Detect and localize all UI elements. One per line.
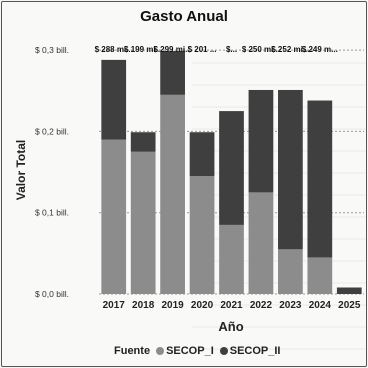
- data-label-2020: $ 201 ...: [188, 45, 217, 54]
- x-tick-label-2022: 2022: [250, 300, 273, 311]
- bar-secop-ii-2024[interactable]: [307, 100, 333, 258]
- x-axis-ticks: 2017 2018 2019 2020 2021 2022 2023 2024 2025: [103, 300, 361, 311]
- data-label-2023: $ 252 mi...: [271, 45, 309, 54]
- legend-label-secop-i: SECOP_I: [166, 345, 214, 357]
- y-tick-label: $ 0,1 bill.: [35, 208, 69, 218]
- bar-secop-i-2024[interactable]: [307, 257, 333, 294]
- x-axis-label: Año: [218, 319, 243, 334]
- bar-series: [101, 50, 362, 294]
- legend: Fuente SECOP_I SECOP_II: [114, 345, 281, 357]
- y-axis-ticks: $ 0,0 bill. $ 0,1 bill. $ 0,2 bill. $ 0,3 b…: [35, 45, 69, 299]
- legend-item-secop-i[interactable]: SECOP_I: [156, 345, 214, 357]
- x-tick-label-2018: 2018: [132, 300, 155, 311]
- bar-secop-i-2022[interactable]: [248, 192, 274, 294]
- data-label-2017: $ 288 mi...: [95, 45, 133, 54]
- bar-secop-ii-2020[interactable]: [189, 132, 215, 177]
- data-label-2018: $ 199 mi...: [124, 45, 162, 54]
- bar-secop-ii-2017[interactable]: [101, 59, 127, 140]
- x-tick-label-2021: 2021: [220, 300, 243, 311]
- y-tick-label: $ 0,2 bill.: [35, 126, 69, 136]
- legend-marker-secop-ii: [219, 347, 228, 355]
- legend-title: Fuente: [114, 345, 151, 357]
- data-labels: $ 288 mi...$ 199 mi...$ 299 mi...$ 201 .…: [95, 45, 338, 54]
- data-label-2019: $ 299 mi...: [153, 45, 191, 54]
- bar-secop-i-2017[interactable]: [101, 139, 127, 294]
- data-label-2024: $ 249 m...: [302, 45, 338, 54]
- bar-secop-ii-2021[interactable]: [219, 111, 244, 225]
- x-tick-label-2024: 2024: [309, 300, 332, 311]
- bar-secop-i-2019[interactable]: [160, 94, 185, 294]
- legend-label-secop-ii: SECOP_II: [229, 345, 281, 357]
- legend-item-secop-ii[interactable]: SECOP_II: [219, 345, 281, 357]
- x-tick-label-2025: 2025: [338, 300, 361, 311]
- bar-secop-i-2021[interactable]: [219, 224, 244, 294]
- data-label-2021: $...: [226, 45, 237, 54]
- x-tick-label-2020: 2020: [191, 300, 214, 311]
- bar-secop-ii-2025[interactable]: [336, 287, 362, 294]
- y-tick-label: $ 0,3 bill.: [35, 45, 69, 55]
- bar-secop-i-2018[interactable]: [130, 151, 156, 294]
- bar-secop-ii-2022[interactable]: [248, 89, 274, 193]
- x-tick-label-2023: 2023: [279, 300, 302, 311]
- x-tick-label-2019: 2019: [161, 300, 184, 311]
- y-axis-label: Valor Total: [14, 140, 28, 200]
- bar-secop-i-2023[interactable]: [278, 249, 303, 294]
- data-label-2022: $ 250 mi...: [242, 45, 280, 54]
- bar-secop-ii-2023[interactable]: [278, 89, 303, 250]
- y-tick-label: $ 0,0 bill.: [35, 289, 69, 299]
- bar-secop-ii-2018[interactable]: [130, 132, 156, 152]
- bar-secop-i-2020[interactable]: [189, 176, 215, 294]
- legend-marker-secop-i: [156, 347, 165, 355]
- x-tick-label-2017: 2017: [103, 300, 126, 311]
- chart-title: Gasto Anual: [140, 8, 228, 25]
- bar-secop-ii-2019[interactable]: [160, 50, 185, 95]
